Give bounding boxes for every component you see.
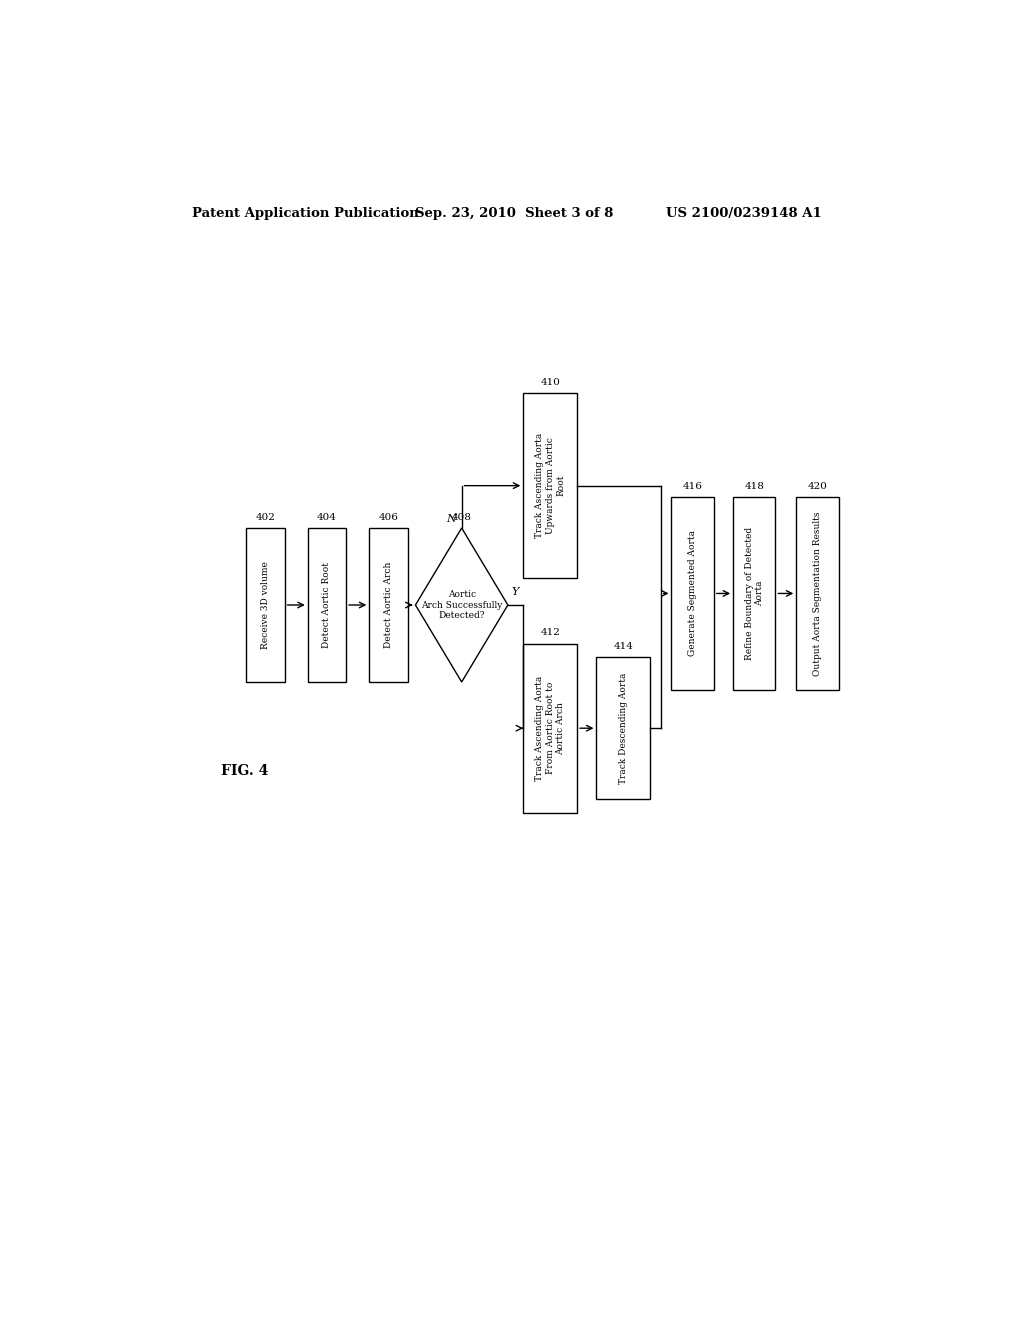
Text: Track Descending Aorta: Track Descending Aorta	[618, 672, 628, 784]
Bar	[733, 498, 775, 689]
Text: 412: 412	[541, 628, 560, 638]
Bar	[672, 498, 714, 689]
Bar	[523, 644, 578, 813]
Text: Track Ascending Aorta
Upwards from Aortic
Root: Track Ascending Aorta Upwards from Aorti…	[536, 433, 565, 539]
Bar	[307, 528, 346, 682]
Text: Aortic
Arch Successfully
Detected?: Aortic Arch Successfully Detected?	[421, 590, 503, 620]
Bar	[246, 528, 285, 682]
Text: Detect Aortic Root: Detect Aortic Root	[323, 562, 332, 648]
Text: 420: 420	[808, 482, 827, 491]
Text: Receive 3D volume: Receive 3D volume	[261, 561, 269, 649]
Text: 404: 404	[317, 513, 337, 521]
Text: 418: 418	[744, 482, 764, 491]
Text: 408: 408	[452, 513, 472, 521]
Text: Refine Boundary of Detected
Aorta: Refine Boundary of Detected Aorta	[744, 527, 764, 660]
Text: Generate Segmented Aorta: Generate Segmented Aorta	[688, 531, 697, 656]
Bar	[596, 657, 650, 800]
Text: N: N	[445, 515, 456, 524]
Polygon shape	[416, 528, 508, 682]
Text: 416: 416	[683, 482, 702, 491]
Text: US 2100/0239148 A1: US 2100/0239148 A1	[666, 207, 821, 220]
Text: Detect Aortic Arch: Detect Aortic Arch	[384, 562, 393, 648]
Bar	[370, 528, 408, 682]
Text: FIG. 4: FIG. 4	[221, 763, 268, 777]
Text: Patent Application Publication: Patent Application Publication	[193, 207, 419, 220]
Text: 414: 414	[613, 642, 633, 651]
Bar	[797, 498, 839, 689]
Text: Y: Y	[512, 587, 519, 598]
Text: 410: 410	[541, 378, 560, 387]
Text: Track Ascending Aorta
From Aortic Root to
Aortic Arch: Track Ascending Aorta From Aortic Root t…	[536, 676, 565, 781]
Text: 402: 402	[255, 513, 275, 521]
Text: Sep. 23, 2010  Sheet 3 of 8: Sep. 23, 2010 Sheet 3 of 8	[416, 207, 613, 220]
Text: 406: 406	[379, 513, 398, 521]
Text: Output Aorta Segmentation Results: Output Aorta Segmentation Results	[813, 511, 822, 676]
Bar	[523, 393, 578, 578]
